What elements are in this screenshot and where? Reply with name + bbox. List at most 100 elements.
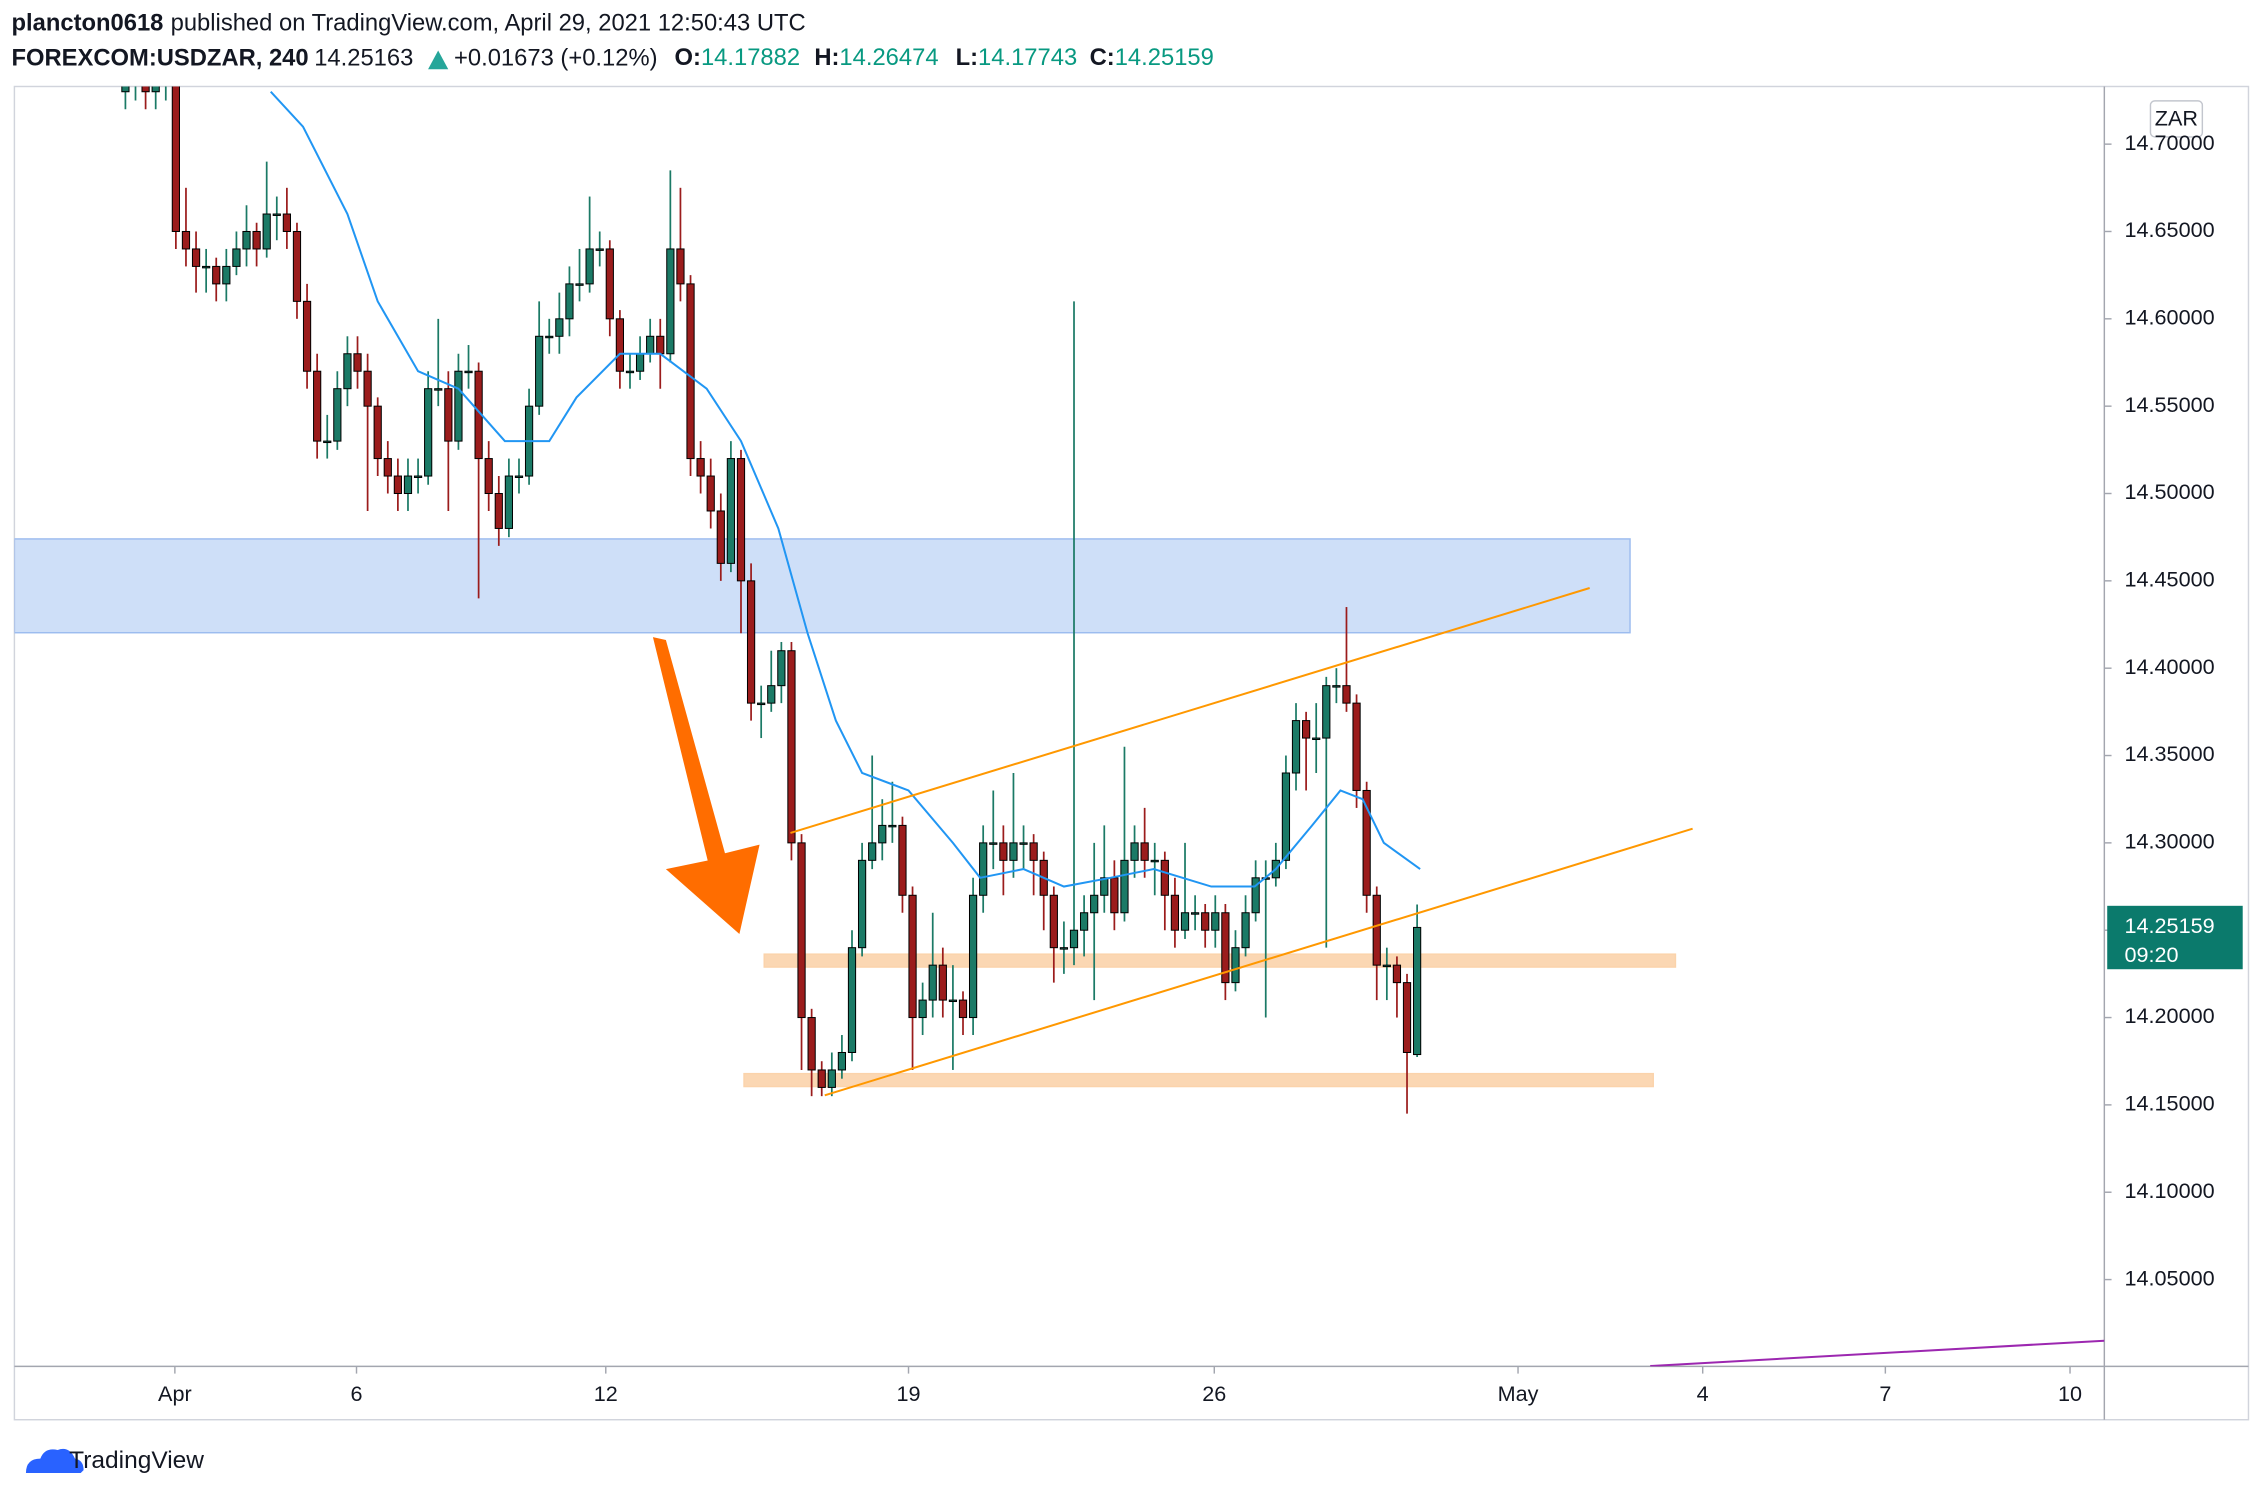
candle-body [1100, 877, 1109, 896]
candle-body [898, 824, 907, 896]
candle-body [918, 999, 927, 1019]
candle-body [989, 842, 998, 845]
candle-body [1392, 964, 1402, 984]
price-box-value: 14.25159 [2125, 913, 2215, 938]
candle-body [1291, 720, 1301, 774]
currency-box [2149, 100, 2204, 138]
candle-body [132, 74, 139, 83]
candle-body [292, 230, 302, 302]
y-tick-label: 14.40000 [2125, 654, 2215, 679]
candle-body [1332, 685, 1341, 688]
trendline [790, 587, 1590, 834]
candle-body [746, 580, 756, 704]
candle-body [1049, 894, 1058, 949]
candle-body [484, 458, 493, 495]
candle-body [413, 475, 423, 478]
candle-body [1150, 859, 1159, 863]
candle-body [1090, 894, 1099, 914]
candle-body [282, 213, 291, 232]
candle-body [666, 248, 675, 355]
symbol-line: FOREXCOM:USDZAR, 240 14.25163 +0.01673 (… [12, 44, 658, 71]
candle-body [656, 335, 665, 355]
candle-body [968, 894, 978, 1019]
candle-body [514, 475, 524, 478]
ohlc-label: O: [675, 44, 701, 71]
candle-body [726, 458, 736, 564]
candle-body [252, 230, 261, 250]
symbol: FOREXCOM:USDZAR, 240 [12, 44, 309, 71]
x-tick-label: May [1498, 1381, 1539, 1406]
candle-body [535, 335, 544, 407]
x-tick-label: 19 [896, 1381, 920, 1406]
candle-body [383, 458, 392, 477]
candle-body [242, 230, 251, 250]
candle-body [353, 353, 362, 372]
candle-body [393, 475, 402, 495]
candle-body [181, 230, 191, 250]
candle-body [545, 335, 554, 339]
ohlc-item: H:14.26474 [814, 44, 938, 71]
candle-body [1362, 789, 1371, 896]
candle-body [857, 859, 867, 949]
price-box [2107, 905, 2243, 970]
candle-body [373, 405, 382, 460]
candle-body [454, 370, 463, 442]
candle-body [333, 388, 342, 442]
candle-body [706, 475, 715, 512]
candle-body [1251, 877, 1260, 914]
candle-body [676, 248, 685, 285]
candle-body [888, 824, 897, 828]
candle-body [1322, 685, 1331, 739]
footer: TradingView [25, 1447, 204, 1474]
candle-body [1180, 912, 1190, 931]
candle-body [272, 213, 281, 216]
candle-body [777, 650, 786, 687]
candle-body [938, 964, 947, 1001]
ohlc-item: C:14.25159 [1090, 44, 1214, 71]
y-tick-label: 14.35000 [2125, 741, 2215, 766]
candle-body [1211, 912, 1220, 931]
ohlc-value: 14.17743 [978, 44, 1077, 71]
candle-body [1312, 737, 1321, 741]
author: plancton0618 [12, 10, 164, 37]
moving-average [269, 91, 1421, 888]
trendline [824, 827, 1693, 1097]
candle-body [141, 86, 150, 93]
ohlc-value: 14.26474 [839, 44, 938, 71]
candle-body [162, 74, 169, 83]
candle-body [827, 1069, 836, 1088]
candle-body [343, 353, 352, 390]
candle-body [1231, 947, 1240, 984]
zone [763, 953, 1677, 968]
brand: TradingView [69, 1447, 204, 1474]
y-tick-label: 14.30000 [2125, 829, 2215, 854]
ohlc-item: O:14.17882 [675, 44, 801, 71]
candle-body [1402, 982, 1412, 1053]
y-tick-label: 14.15000 [2125, 1091, 2215, 1116]
candle-body [999, 842, 1008, 861]
candle-body [323, 440, 332, 444]
candle-body [575, 283, 584, 286]
candle-body [686, 283, 695, 460]
countdown: 09:20 [2125, 942, 2179, 967]
candle-body [635, 353, 645, 372]
candles [121, 74, 2105, 1367]
candle-body [1342, 685, 1351, 704]
y-tick-label: 14.60000 [2125, 305, 2215, 330]
candle-body [585, 248, 594, 285]
candle-body [1130, 842, 1139, 861]
x-tick-label: 6 [350, 1381, 362, 1406]
ohlc-value: 14.17882 [701, 44, 800, 71]
candle-body [736, 458, 746, 582]
candle-body [302, 300, 312, 372]
candle-body [363, 370, 372, 407]
candle-body [605, 248, 614, 320]
candle-body [928, 964, 937, 1001]
candle-body [1069, 929, 1079, 949]
candle-body [615, 318, 625, 372]
candle-body [807, 1017, 816, 1071]
candle-body [1009, 842, 1018, 861]
brand-logo [25, 1448, 84, 1474]
zone [743, 1072, 1654, 1088]
